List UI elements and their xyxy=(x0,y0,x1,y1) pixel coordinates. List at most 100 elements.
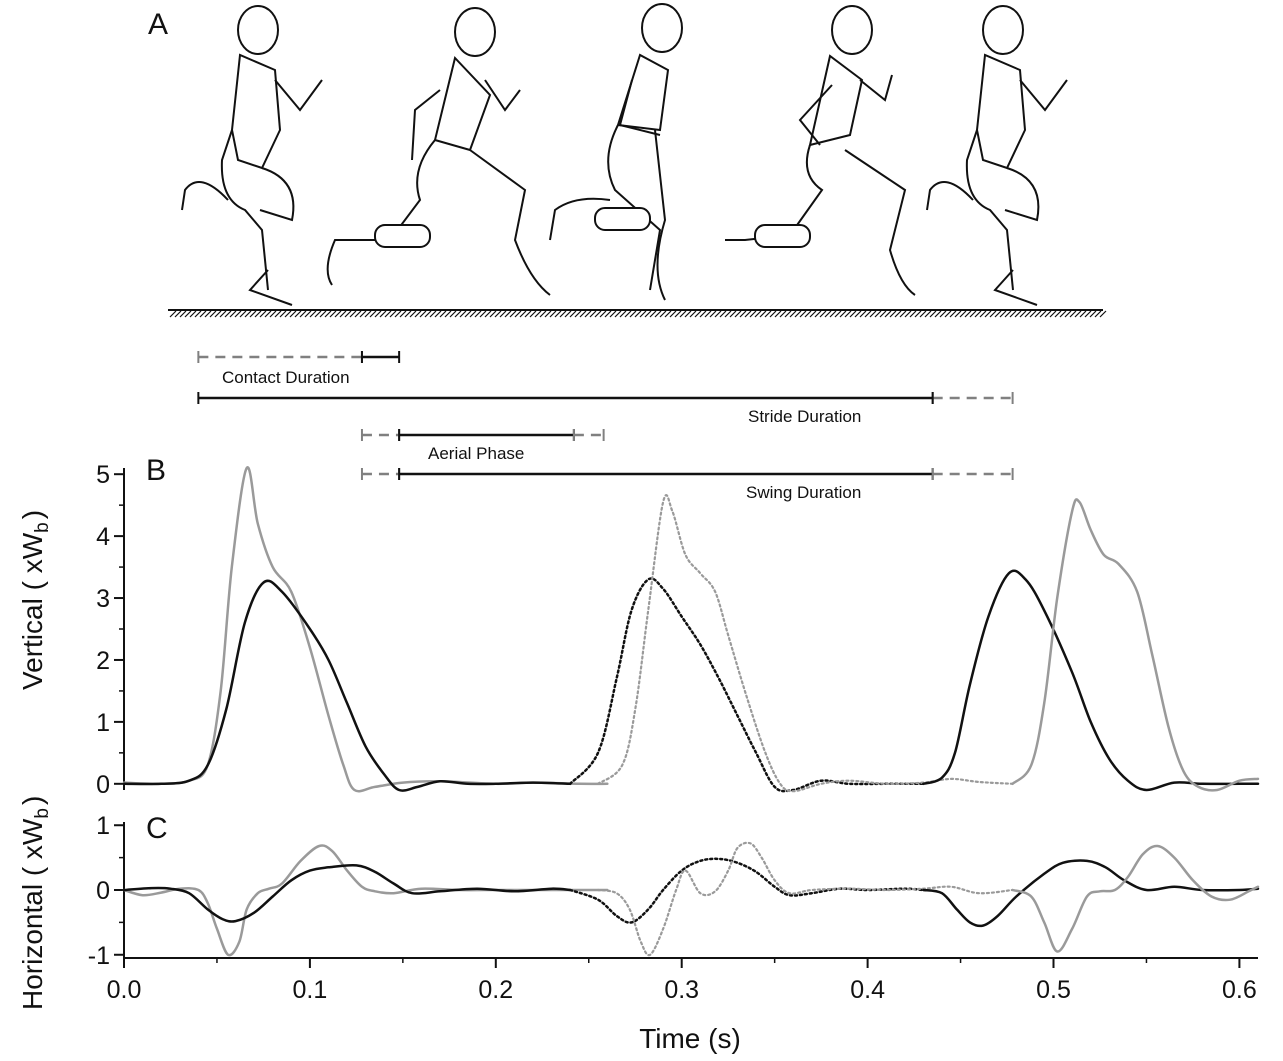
ground-hatch-mark xyxy=(989,310,997,318)
ground-hatch-mark xyxy=(789,310,797,318)
ground-hatch-mark xyxy=(434,310,442,318)
ground-hatch-mark xyxy=(179,310,187,318)
ground-hatch-mark xyxy=(294,310,302,318)
ground-hatch-mark xyxy=(769,310,777,318)
ground-hatch-mark xyxy=(1099,310,1107,318)
ground-hatch-mark xyxy=(639,310,647,318)
vertical-y-tick-label: 5 xyxy=(96,461,110,489)
ground-hatch-mark xyxy=(529,310,537,318)
ground-hatch-mark xyxy=(244,310,252,318)
vertical-y-tick-label: 0 xyxy=(96,771,110,799)
horizontal-force-axis: -1 0 1 xyxy=(88,812,125,970)
ground-hatch-mark xyxy=(1079,310,1087,318)
ground-hatch-mark xyxy=(909,310,917,318)
ground-hatch-mark xyxy=(849,310,857,318)
ground-hatch-mark xyxy=(934,310,942,318)
vertical-force-black-solid-line xyxy=(922,569,1260,792)
ground-hatch-mark xyxy=(634,310,642,318)
ground-hatch-mark xyxy=(674,310,682,318)
ground-hatch-mark xyxy=(444,310,452,318)
vertical-axis-title: Vertical ( xWb) xyxy=(17,510,53,690)
ground-hatch-mark xyxy=(979,310,987,318)
ground-hatch-mark xyxy=(839,310,847,318)
ground-hatch-mark xyxy=(389,310,397,318)
ground-hatch-mark xyxy=(914,310,922,318)
ground-hatch-mark xyxy=(1074,310,1082,318)
time-x-tick-label: 0.6 xyxy=(1222,976,1257,1004)
ground-hatch-mark xyxy=(524,310,532,318)
time-axis: 0.0 0.1 0.2 0.3 0.4 0.5 0.6 xyxy=(107,957,1258,1004)
ground-hatch-mark xyxy=(794,310,802,318)
ground-hatch-mark xyxy=(734,310,742,318)
horizontal-axis-title: Horizontal ( xWb) xyxy=(17,796,53,1010)
ground-hatch-mark xyxy=(899,310,907,318)
ground-hatch-mark xyxy=(354,310,362,318)
ground-hatch-mark xyxy=(429,310,437,318)
ground-hatch-mark xyxy=(564,310,572,318)
ground-hatch-mark xyxy=(584,310,592,318)
horizontal-y-tick-label: -1 xyxy=(88,942,110,970)
ground-hatch-mark xyxy=(169,310,177,318)
ground-hatch-mark xyxy=(229,310,237,318)
ground-hatch-mark xyxy=(689,310,697,318)
time-x-tick-label: 0.5 xyxy=(1036,976,1071,1004)
ground-hatch-mark xyxy=(724,310,732,318)
ground-hatch-mark xyxy=(334,310,342,318)
ground-hatch-mark xyxy=(864,310,872,318)
ground-hatch-mark xyxy=(799,310,807,318)
horizontal-force-black-dotted-line xyxy=(568,857,925,924)
ground-hatch-mark xyxy=(779,310,787,318)
ground-hatch-mark xyxy=(174,310,182,318)
ground-hatch-mark xyxy=(304,310,312,318)
ground-hatch-mark xyxy=(1029,310,1037,318)
ground-hatch-mark xyxy=(1069,310,1077,318)
timing-bars xyxy=(197,351,1014,480)
ground-hatch-mark xyxy=(754,310,762,318)
ground-hatch-mark xyxy=(554,310,562,318)
ground-hatch-mark xyxy=(684,310,692,318)
ground-hatch-mark xyxy=(424,310,432,318)
vertical-y-tick-label: 2 xyxy=(96,647,110,675)
ground-hatch-mark xyxy=(659,310,667,318)
ground-hatch-mark xyxy=(974,310,982,318)
ground-hatch-mark xyxy=(964,310,972,318)
ground-hatch-mark xyxy=(184,310,192,318)
ground-hatch-mark xyxy=(599,310,607,318)
ground-hatch-mark xyxy=(204,310,212,318)
ground-hatch-mark xyxy=(824,310,832,318)
contact-duration-label: Contact Duration xyxy=(222,368,350,387)
aerial-phase-label: Aerial Phase xyxy=(428,444,524,463)
ground-hatch-mark xyxy=(609,310,617,318)
ground-hatch-mark xyxy=(809,310,817,318)
ground-hatch-mark xyxy=(1019,310,1027,318)
ground-hatch-mark xyxy=(669,310,677,318)
ground-hatch-mark xyxy=(339,310,347,318)
ground-hatch-mark xyxy=(249,310,257,318)
ground-hatch-mark xyxy=(919,310,927,318)
ground-hatch-mark xyxy=(999,310,1007,318)
runner-illustrations xyxy=(181,3,1068,306)
ground-hatch-mark xyxy=(1034,310,1042,318)
vertical-force-black-dotted-line xyxy=(568,577,925,793)
ground-hatch-mark xyxy=(1009,310,1017,318)
ground-hatch-mark xyxy=(1084,310,1092,318)
ground-hatch-mark xyxy=(1049,310,1057,318)
ground-hatch-mark xyxy=(744,310,752,318)
time-axis-title: Time (s) xyxy=(639,1023,741,1054)
ground-hatch-mark xyxy=(1004,310,1012,318)
vertical-force-lines xyxy=(122,466,1260,793)
ground-hatch-mark xyxy=(279,310,287,318)
ground-line xyxy=(168,309,1107,318)
ground-hatch-mark xyxy=(474,310,482,318)
ground-hatch-mark xyxy=(629,310,637,318)
ground-hatch-mark xyxy=(939,310,947,318)
swing-duration-label: Swing Duration xyxy=(746,483,861,502)
horizontal-force-gray-dotted-line xyxy=(596,841,1014,957)
ground-hatch-mark xyxy=(589,310,597,318)
panel-label-a: A xyxy=(148,8,168,41)
ground-hatch-mark xyxy=(894,310,902,318)
ground-hatch-mark xyxy=(329,310,337,318)
ground-hatch-mark xyxy=(649,310,657,318)
runner-figure-3 xyxy=(549,3,683,301)
ground-hatch-mark xyxy=(404,310,412,318)
